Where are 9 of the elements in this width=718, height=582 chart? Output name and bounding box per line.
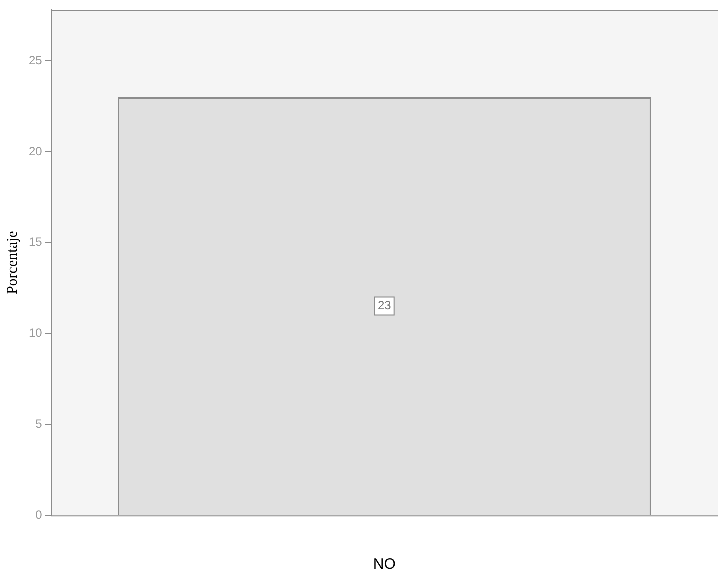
data-label: 23 (378, 298, 392, 313)
x-axis-title: NO (373, 556, 396, 574)
y-tick-label: 0 (36, 508, 43, 522)
y-axis-title: Porcentaje (4, 230, 21, 295)
y-tick-label: 5 (36, 417, 43, 432)
y-tick-label: 10 (28, 326, 43, 340)
y-tick-label: 20 (28, 144, 43, 158)
y-tick-label: 15 (28, 235, 43, 250)
y-tick-label: 25 (28, 53, 43, 68)
